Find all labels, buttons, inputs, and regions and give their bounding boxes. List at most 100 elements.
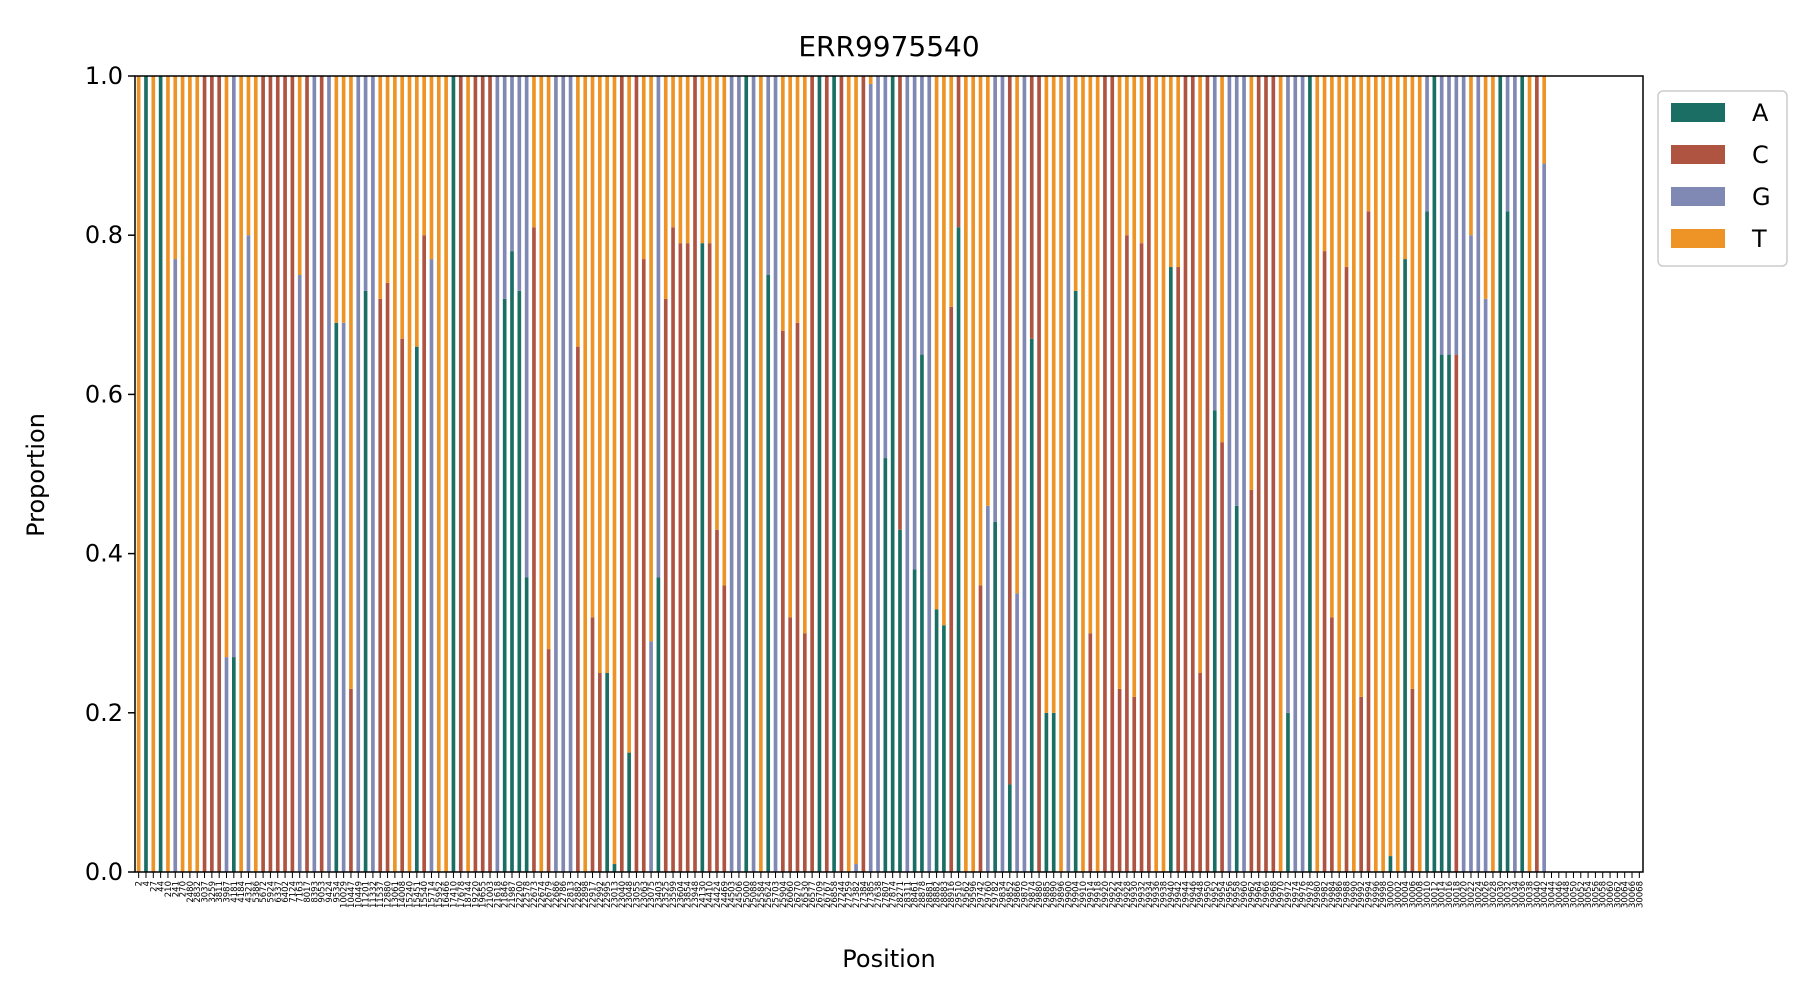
x-tick-label: 27382 xyxy=(852,881,862,908)
x-tick-label: 30028 xyxy=(1489,881,1499,908)
bar-segment-C xyxy=(590,617,595,872)
bar-segment-C xyxy=(480,76,485,872)
x-tick-label: 23055 xyxy=(632,881,642,908)
x-tick-label: 28916 xyxy=(947,881,957,908)
x-tick-label: 29972 xyxy=(1284,881,1294,908)
bar-segment-T xyxy=(1483,76,1488,299)
bar-segment-A xyxy=(1403,259,1407,873)
bar-segment-A xyxy=(510,251,514,872)
x-tick-label: 29934 xyxy=(1145,881,1155,908)
x-tick-label: 29992 xyxy=(1357,881,1367,908)
x-tick-label: 3811 xyxy=(215,881,225,903)
bar-segment-C xyxy=(956,76,961,228)
bar-segment-C xyxy=(839,76,844,872)
x-tick-label: 29880 xyxy=(1035,881,1045,908)
bar-segment-C xyxy=(1454,354,1459,873)
bar-segment-C xyxy=(1330,617,1334,872)
x-tick-label: 2480 xyxy=(186,881,196,903)
bar-segment-A xyxy=(956,227,961,873)
x-tick-label: 23013 xyxy=(610,881,620,908)
bar-segment-C xyxy=(715,529,719,872)
bar-segment-G xyxy=(1212,76,1217,411)
bar-segment-A xyxy=(1432,76,1437,872)
x-axis-label: Position xyxy=(842,945,935,973)
bar-segment-G xyxy=(1483,298,1488,872)
bar-segment-T xyxy=(539,76,544,872)
y-tick-label: 1.0 xyxy=(85,62,123,90)
bar-segment-G xyxy=(510,76,514,252)
x-tick-label: 25904 xyxy=(779,881,789,908)
bar-segment-G xyxy=(920,76,924,355)
bar-segment-G xyxy=(1513,76,1517,872)
bar-segment-A xyxy=(1286,712,1290,872)
bar-segment-C xyxy=(898,76,902,530)
x-tick-label: 30058 xyxy=(1599,881,1609,908)
x-tick-label: 29960 xyxy=(1240,881,1250,908)
bar-segment-T xyxy=(1417,76,1422,872)
x-tick-label: 23063 xyxy=(640,881,650,908)
bar-segment-G xyxy=(524,76,529,578)
bar-segment-T xyxy=(649,76,653,642)
bar-segment-C xyxy=(1359,696,1363,872)
bar-segment-G xyxy=(1476,76,1481,872)
x-tick-label: 23948 xyxy=(691,881,701,908)
bar-segment-G xyxy=(371,76,375,872)
bar-segment-G xyxy=(751,76,756,872)
bar-segment-T xyxy=(166,76,170,872)
bar-segment-C xyxy=(1205,76,1210,872)
bar-segment-C xyxy=(488,76,492,872)
bar-segment-C xyxy=(978,585,983,872)
bar-segment-A xyxy=(1044,712,1049,872)
x-tick-label: 21003 xyxy=(486,881,496,908)
bar-segment-G xyxy=(986,505,990,872)
x-tick-label: 29760 xyxy=(984,881,994,908)
bar-segment-G xyxy=(1227,76,1232,872)
x-tick-label: 30060 xyxy=(1606,881,1616,908)
x-tick-label: 29936 xyxy=(1152,881,1162,908)
x-tick-label: 22813 xyxy=(567,881,577,908)
x-tick-label: 6402 xyxy=(281,881,291,903)
bar-segment-A xyxy=(415,346,419,872)
bar-segment-G xyxy=(656,76,661,578)
x-tick-label: 29958 xyxy=(1233,881,1243,908)
x-tick-label: 28882 xyxy=(933,881,943,908)
x-tick-label: 30048 xyxy=(1562,881,1572,908)
bar-segment-G xyxy=(327,76,331,872)
bar-segment-T xyxy=(1315,76,1320,872)
bar-segment-C xyxy=(532,227,536,873)
bar-segment-A xyxy=(1234,505,1239,872)
x-tick-label: 29896 xyxy=(1057,881,1067,908)
bar-segment-A xyxy=(920,354,924,873)
x-tick-label: 30030 xyxy=(1496,881,1506,908)
bar-segment-T xyxy=(378,76,383,299)
x-tick-label: 4184 xyxy=(237,881,247,903)
bar-segment-C xyxy=(678,243,683,872)
x-tick-label: 29974 xyxy=(1291,881,1301,908)
x-tick-label: 29952 xyxy=(1211,881,1221,908)
bar-segment-G xyxy=(854,864,858,872)
x-tick-label: 7163 xyxy=(296,881,306,903)
bar-segment-C xyxy=(707,243,712,872)
x-tick-label: 3037 xyxy=(201,881,211,903)
x-tick-label: 30020 xyxy=(1460,881,1470,908)
bar-segment-G xyxy=(1000,76,1005,872)
bar-segment-T xyxy=(700,76,705,244)
bar-segment-A xyxy=(898,529,902,872)
x-tick-label: 30016 xyxy=(1445,881,1455,908)
x-tick-label: 4 xyxy=(142,881,152,886)
bar-segment-G xyxy=(1300,76,1305,872)
x-tick-label: 15451 xyxy=(413,881,423,908)
bar-segment-C xyxy=(546,649,551,872)
x-tick-label: 30056 xyxy=(1591,881,1601,908)
bars-group xyxy=(136,76,1546,873)
bar-segment-T xyxy=(422,76,426,236)
x-tick-label: 23854 xyxy=(684,881,694,908)
bar-segment-T xyxy=(1395,76,1400,872)
bar-segment-T xyxy=(1161,76,1166,872)
x-tick-label: 27384 xyxy=(859,881,869,908)
x-axis-ticks: 2427442102412702480283230373259381139874… xyxy=(135,872,1645,908)
bar-segment-T xyxy=(297,76,302,275)
bar-segment-A xyxy=(144,76,148,872)
x-tick-label: 29866 xyxy=(1013,881,1023,908)
